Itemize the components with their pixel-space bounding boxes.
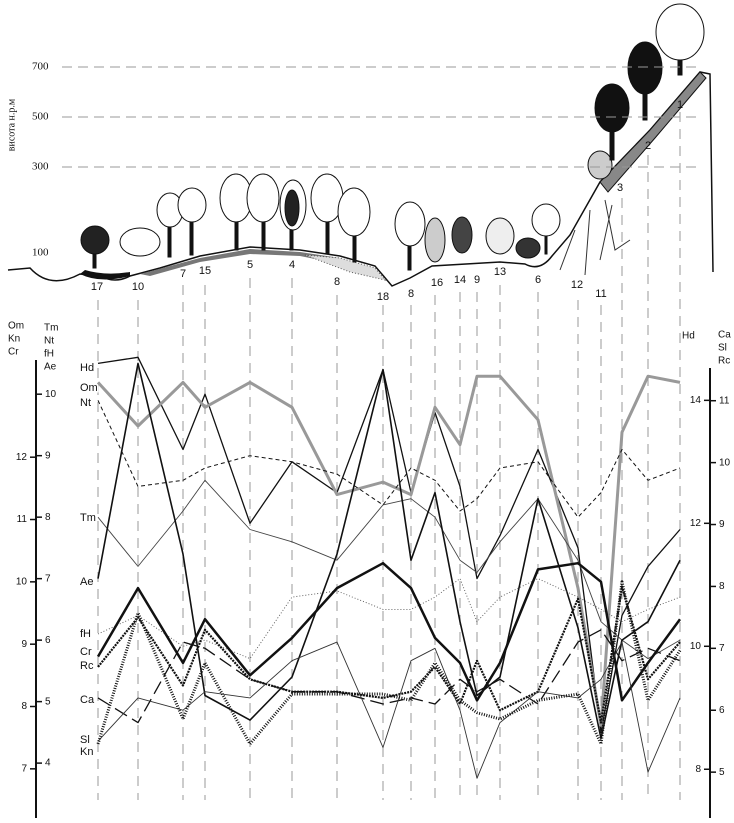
y-tick-label: 10 <box>45 389 57 400</box>
y-tick-label: 8 <box>21 701 27 712</box>
water <box>80 270 130 280</box>
slope-band <box>599 71 707 193</box>
series-label: Om <box>80 382 98 394</box>
trees <box>80 3 705 271</box>
series-label: Cr <box>80 646 92 658</box>
series-label: Hd <box>80 362 94 374</box>
elevation-axis-label: висота н.р.м <box>6 98 17 151</box>
site-label: 15 <box>199 265 211 277</box>
axis-title: Kn <box>8 334 20 345</box>
soil-band <box>140 249 340 276</box>
y-tick-label: 11 <box>17 514 28 525</box>
series-label: Nt <box>80 397 91 409</box>
y-tick-label: 6 <box>719 705 725 716</box>
site-label: 16 <box>431 277 443 289</box>
y-tick-label: 10 <box>719 457 731 468</box>
terrain-line <box>7 71 714 287</box>
elevation-tick-label: 500 <box>32 111 49 123</box>
series-line <box>97 479 681 660</box>
y-tick-label: 5 <box>45 696 51 707</box>
y-tick-label: 10 <box>690 641 702 652</box>
sediment <box>304 254 387 281</box>
series-label: Ae <box>80 576 93 588</box>
axis-title: Nt <box>44 336 54 347</box>
axis-title: Tm <box>44 323 58 334</box>
series-line <box>97 585 681 724</box>
series-line <box>96 374 681 727</box>
series-line <box>97 641 681 779</box>
landscape <box>7 3 714 287</box>
axis-title: Cr <box>8 347 19 358</box>
y-tick-label: 7 <box>45 573 51 584</box>
site-label: 8 <box>334 276 340 288</box>
site-label: 11 <box>595 288 606 300</box>
axis-title: Sl <box>718 343 727 354</box>
axis-title: Om <box>8 321 24 332</box>
series-line <box>97 578 681 660</box>
series-line <box>96 561 682 702</box>
series-line <box>97 400 681 518</box>
site-label: 5 <box>247 259 253 271</box>
site-label: 4 <box>289 259 295 271</box>
site-label: 8 <box>408 288 414 300</box>
site-label: 14 <box>454 274 466 286</box>
series-label: Ca <box>80 694 95 706</box>
axis-title: Hd <box>682 331 695 342</box>
site-label: 6 <box>535 274 541 286</box>
series-line <box>97 362 681 740</box>
y-tick-label: 9 <box>719 519 725 530</box>
site-label: 7 <box>180 268 186 280</box>
axis-title: Rc <box>718 356 730 367</box>
y-tick-label: 14 <box>690 395 702 406</box>
y-tick-label: 8 <box>719 581 725 592</box>
y-tick-label: 8 <box>695 764 701 775</box>
rocks <box>559 199 631 276</box>
y-tick-label: 6 <box>45 635 51 646</box>
series-label: Rc <box>80 660 94 672</box>
y-tick-label: 11 <box>719 395 730 406</box>
site-label: 13 <box>494 266 506 278</box>
y-tick-label: 12 <box>690 518 702 529</box>
axis-title: fH <box>44 349 54 360</box>
site-label: 18 <box>377 291 389 303</box>
site-label: 1 <box>677 99 683 111</box>
series-label: Sl <box>80 734 90 746</box>
y-tick-label: 7 <box>719 643 725 654</box>
axis-title: Ca <box>718 330 731 341</box>
axis-title: Ae <box>44 362 57 373</box>
site-label: 17 <box>91 281 103 293</box>
elevation-tick-label: 700 <box>32 61 49 73</box>
site-label: 2 <box>645 140 651 152</box>
y-tick-label: 9 <box>45 450 51 461</box>
y-tick-label: 8 <box>45 512 51 523</box>
series-line <box>97 629 681 724</box>
site-label: 12 <box>571 279 583 291</box>
y-tick-label: 10 <box>16 576 28 587</box>
elevation-tick-label: 100 <box>32 247 49 259</box>
site-label: 9 <box>474 274 480 286</box>
site-label: 3 <box>617 182 623 194</box>
series-label: Tm <box>80 512 96 524</box>
y-tick-label: 7 <box>21 763 27 774</box>
elevation-tick-label: 300 <box>32 161 49 173</box>
series-label: Kn <box>80 746 93 758</box>
y-tick-label: 4 <box>45 758 51 769</box>
y-tick-label: 12 <box>16 452 28 463</box>
site-label: 10 <box>132 281 144 293</box>
series-label: fH <box>80 628 91 640</box>
y-tick-label: 9 <box>21 639 27 650</box>
y-tick-label: 5 <box>719 767 725 778</box>
